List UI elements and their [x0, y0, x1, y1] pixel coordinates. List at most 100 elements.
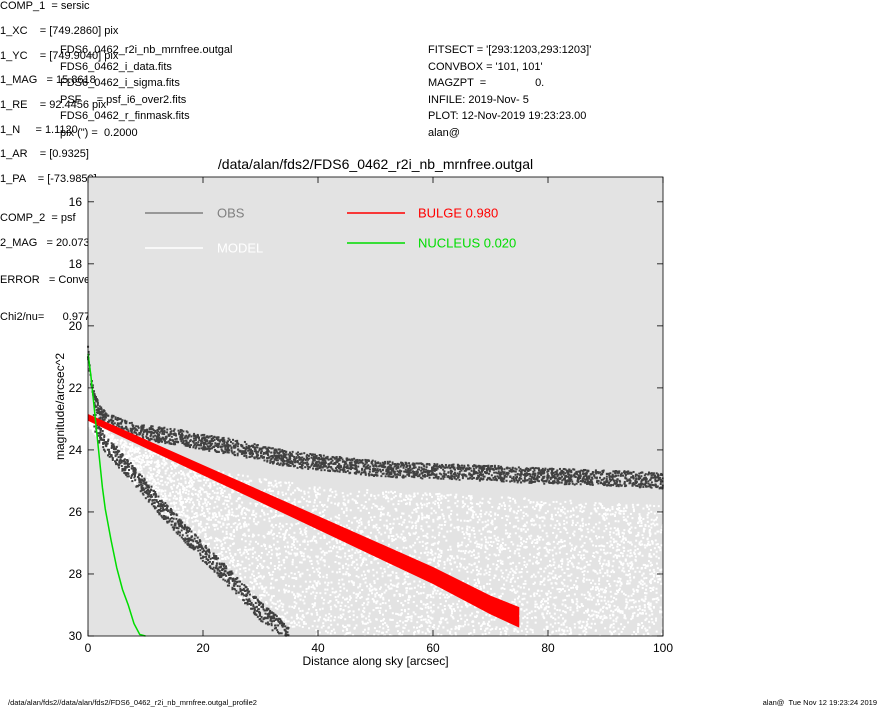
model-point [336, 623, 339, 626]
model-point [615, 554, 618, 557]
model-point [190, 507, 193, 510]
model-point [241, 501, 244, 504]
model-point [545, 605, 548, 608]
model-point [179, 498, 182, 501]
model-point [192, 481, 195, 484]
model-point [632, 510, 635, 513]
model-point [348, 580, 351, 583]
model-point [433, 559, 436, 562]
model-point [480, 515, 483, 518]
model-point [629, 552, 632, 555]
model-point [277, 557, 280, 560]
model-point [310, 559, 313, 562]
model-point [315, 568, 318, 571]
model-point [618, 548, 621, 551]
model-point [434, 589, 437, 592]
model-point [573, 623, 576, 626]
model-point [279, 528, 282, 531]
model-point [507, 556, 510, 559]
model-point [277, 614, 280, 617]
model-point [641, 612, 644, 615]
model-point [333, 604, 336, 607]
model-point [625, 600, 628, 603]
model-point [290, 572, 293, 575]
model-point [555, 534, 558, 537]
model-point [333, 496, 336, 499]
model-point [533, 545, 536, 548]
model-point [214, 518, 217, 521]
model-point [198, 491, 201, 494]
model-point [206, 522, 209, 525]
model-point [553, 612, 556, 615]
model-point [248, 587, 251, 590]
model-point [478, 529, 481, 532]
model-point [620, 540, 623, 543]
model-point [426, 602, 429, 605]
model-point [294, 538, 297, 541]
model-point [190, 516, 193, 519]
model-point [567, 561, 570, 564]
model-point [542, 598, 545, 601]
model-point [242, 552, 245, 555]
model-point [600, 621, 603, 624]
model-point [486, 582, 489, 585]
model-point [372, 526, 375, 529]
model-point [608, 606, 611, 609]
model-point [241, 474, 244, 477]
model-point [296, 592, 299, 595]
model-point [180, 497, 183, 500]
model-point [553, 607, 556, 610]
model-point [504, 532, 507, 535]
model-point [576, 521, 579, 524]
model-point [136, 447, 139, 450]
model-point [226, 513, 229, 516]
model-point [488, 530, 491, 533]
model-point [580, 626, 583, 629]
model-point [347, 601, 350, 604]
model-point [546, 565, 549, 568]
model-point [218, 514, 221, 517]
model-point [545, 532, 548, 535]
model-point [304, 531, 307, 534]
model-point [473, 631, 476, 634]
model-point [400, 533, 403, 536]
model-point [526, 528, 529, 531]
model-point [387, 599, 390, 602]
model-point [606, 569, 609, 572]
model-point [149, 451, 152, 454]
model-point [350, 556, 353, 559]
model-point [650, 540, 653, 543]
model-point [160, 479, 163, 482]
model-point [638, 607, 641, 610]
model-point [183, 498, 186, 501]
model-point [413, 495, 416, 498]
model-point [500, 504, 503, 507]
model-point [548, 503, 551, 506]
model-point [165, 469, 168, 472]
model-point [393, 491, 396, 494]
model-point [113, 458, 116, 461]
model-point [530, 523, 533, 526]
model-point [123, 447, 126, 450]
model-point [572, 514, 575, 517]
model-point [313, 570, 316, 573]
model-point [241, 560, 244, 563]
model-point [105, 432, 108, 435]
model-point [548, 549, 551, 552]
model-point [433, 542, 436, 545]
model-point [502, 627, 505, 630]
model-point [536, 515, 539, 518]
model-point [536, 592, 539, 595]
model-point [372, 574, 375, 577]
model-point [562, 632, 565, 635]
model-point [322, 622, 325, 625]
model-point [480, 547, 483, 550]
model-point [516, 590, 519, 593]
model-point [288, 575, 291, 578]
model-point [650, 518, 653, 521]
model-point [391, 492, 394, 495]
model-point [521, 603, 524, 606]
model-point [302, 498, 305, 501]
model-point [100, 426, 103, 429]
model-point [609, 624, 612, 627]
